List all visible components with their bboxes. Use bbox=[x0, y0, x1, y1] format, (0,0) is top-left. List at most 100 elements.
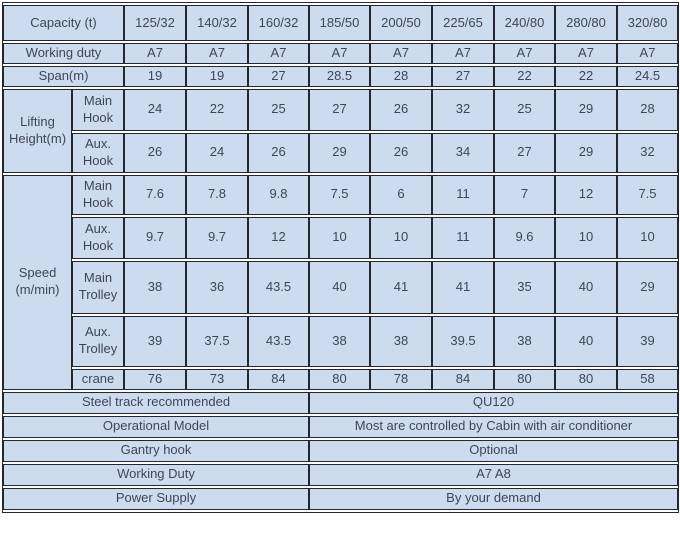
lifting-aux-hook-cell: 27 bbox=[494, 132, 555, 173]
lifting-main-hook-cell: 28 bbox=[617, 88, 678, 131]
working-duty-cell: A7 bbox=[555, 43, 617, 64]
span-cell: 27 bbox=[248, 65, 309, 87]
speed-aux-trolley-cell: 43.5 bbox=[248, 315, 309, 367]
table-row-gantry-hook: Gantry hook Optional bbox=[3, 439, 678, 462]
lifting-aux-hook-cell: 34 bbox=[432, 132, 494, 173]
operational-model-label: Operational Model bbox=[3, 415, 309, 438]
table-row-steel-track: Steel track recommended QU120 bbox=[3, 391, 678, 414]
capacity-cell: 160/32 bbox=[248, 5, 309, 41]
speed-aux-trolley-cell: 39.5 bbox=[432, 315, 494, 367]
speed-aux-trolley-cell: 38 bbox=[370, 315, 432, 367]
span-cell: 28.5 bbox=[309, 65, 370, 87]
span-cell: 28 bbox=[370, 65, 432, 87]
crane-spec-table: Capacity (t) 125/32 140/32 160/32 185/50… bbox=[2, 2, 679, 513]
speed-aux-hook-cell: 12 bbox=[248, 216, 309, 259]
working-duty-cell: A7 bbox=[370, 43, 432, 64]
working-duty-cell: A7 bbox=[494, 43, 555, 64]
speed-main-trolley-cell: 36 bbox=[186, 260, 248, 314]
table-row-operational-model: Operational Model Most are controlled by… bbox=[3, 415, 678, 438]
speed-crane-cell: 80 bbox=[555, 368, 617, 390]
working-duty-cell: A7 bbox=[124, 43, 186, 64]
speed-aux-trolley-cell: 40 bbox=[555, 315, 617, 367]
steel-track-value: QU120 bbox=[309, 391, 678, 414]
speed-aux-hook-cell: 10 bbox=[309, 216, 370, 259]
capacity-cell: 140/32 bbox=[186, 5, 248, 41]
lifting-aux-hook-cell: 29 bbox=[309, 132, 370, 173]
working-duty-cell: A7 bbox=[617, 43, 678, 64]
working-duty-label: Working duty bbox=[3, 43, 124, 64]
span-cell: 22 bbox=[494, 65, 555, 87]
table-row-working-duty: Working duty A7 A7 A7 A7 A7 A7 A7 A7 A7 bbox=[3, 43, 678, 64]
lifting-main-hook-cell: 25 bbox=[248, 88, 309, 131]
capacity-cell: 240/80 bbox=[494, 5, 555, 41]
lifting-aux-hook-cell: 24 bbox=[186, 132, 248, 173]
speed-main-trolley-cell: 29 bbox=[617, 260, 678, 314]
lifting-main-hook-cell: 32 bbox=[432, 88, 494, 131]
speed-aux-hook-cell: 10 bbox=[617, 216, 678, 259]
speed-main-trolley-cell: 41 bbox=[432, 260, 494, 314]
lifting-aux-hook-cell: 26 bbox=[248, 132, 309, 173]
capacity-cell: 185/50 bbox=[309, 5, 370, 41]
speed-main-trolley-cell: 41 bbox=[370, 260, 432, 314]
span-cell: 22 bbox=[555, 65, 617, 87]
speed-aux-hook-label: Aux. Hook bbox=[72, 216, 124, 259]
lifting-main-hook-cell: 22 bbox=[186, 88, 248, 131]
working-duty-cell: A7 bbox=[186, 43, 248, 64]
lifting-main-hook-label: Main Hook bbox=[72, 88, 124, 131]
speed-aux-trolley-cell: 38 bbox=[494, 315, 555, 367]
lifting-aux-hook-label: Aux. Hook bbox=[72, 132, 124, 173]
gantry-hook-value: Optional bbox=[309, 439, 678, 462]
capacity-cell: 125/32 bbox=[124, 5, 186, 41]
speed-main-trolley-cell: 43.5 bbox=[248, 260, 309, 314]
table-row-speed-aux-trolley: Aux. Trolley 39 37.5 43.5 38 38 39.5 38 … bbox=[3, 315, 678, 367]
gantry-hook-label: Gantry hook bbox=[3, 439, 309, 462]
working-duty-cell: A7 bbox=[248, 43, 309, 64]
lifting-main-hook-cell: 24 bbox=[124, 88, 186, 131]
speed-main-hook-cell: 7 bbox=[494, 174, 555, 215]
speed-main-hook-cell: 12 bbox=[555, 174, 617, 215]
speed-aux-hook-cell: 9.6 bbox=[494, 216, 555, 259]
lifting-main-hook-cell: 25 bbox=[494, 88, 555, 131]
lifting-aux-hook-cell: 26 bbox=[370, 132, 432, 173]
working-duty-footer-value: A7 A8 bbox=[309, 463, 678, 486]
speed-aux-trolley-cell: 39 bbox=[124, 315, 186, 367]
span-cell: 27 bbox=[432, 65, 494, 87]
steel-track-label: Steel track recommended bbox=[3, 391, 309, 414]
speed-crane-cell: 84 bbox=[248, 368, 309, 390]
table-row-span: Span(m) 19 19 27 28.5 28 27 22 22 24.5 bbox=[3, 65, 678, 87]
speed-main-hook-cell: 9.8 bbox=[248, 174, 309, 215]
capacity-cell: 200/50 bbox=[370, 5, 432, 41]
lifting-height-group-label: Lifting Height(m) bbox=[3, 88, 72, 173]
speed-aux-trolley-label: Aux. Trolley bbox=[72, 315, 124, 367]
lifting-aux-hook-cell: 26 bbox=[124, 132, 186, 173]
span-cell: 19 bbox=[186, 65, 248, 87]
speed-aux-hook-cell: 9.7 bbox=[186, 216, 248, 259]
speed-aux-hook-cell: 10 bbox=[370, 216, 432, 259]
speed-crane-cell: 84 bbox=[432, 368, 494, 390]
speed-crane-cell: 58 bbox=[617, 368, 678, 390]
speed-main-hook-cell: 7.6 bbox=[124, 174, 186, 215]
speed-group-label: Speed (m/min) bbox=[3, 174, 72, 390]
table-row-capacity: Capacity (t) 125/32 140/32 160/32 185/50… bbox=[3, 5, 678, 41]
capacity-cell: 320/80 bbox=[617, 5, 678, 41]
speed-aux-trolley-cell: 38 bbox=[309, 315, 370, 367]
speed-aux-hook-cell: 11 bbox=[432, 216, 494, 259]
power-supply-label: Power Supply bbox=[3, 487, 309, 510]
speed-main-trolley-cell: 35 bbox=[494, 260, 555, 314]
speed-crane-cell: 76 bbox=[124, 368, 186, 390]
table-row-power-supply: Power Supply By your demand bbox=[3, 487, 678, 510]
span-cell: 24.5 bbox=[617, 65, 678, 87]
speed-main-hook-cell: 7.8 bbox=[186, 174, 248, 215]
speed-crane-cell: 78 bbox=[370, 368, 432, 390]
speed-main-hook-cell: 7.5 bbox=[617, 174, 678, 215]
speed-aux-hook-cell: 9.7 bbox=[124, 216, 186, 259]
operational-model-value: Most are controlled by Cabin with air co… bbox=[309, 415, 678, 438]
capacity-cell: 280/80 bbox=[555, 5, 617, 41]
lifting-main-hook-cell: 26 bbox=[370, 88, 432, 131]
speed-main-hook-label: Main Hook bbox=[72, 174, 124, 215]
working-duty-cell: A7 bbox=[309, 43, 370, 64]
working-duty-cell: A7 bbox=[432, 43, 494, 64]
speed-main-hook-cell: 7.5 bbox=[309, 174, 370, 215]
power-supply-value: By your demand bbox=[309, 487, 678, 510]
speed-main-trolley-label: Main Trolley bbox=[72, 260, 124, 314]
